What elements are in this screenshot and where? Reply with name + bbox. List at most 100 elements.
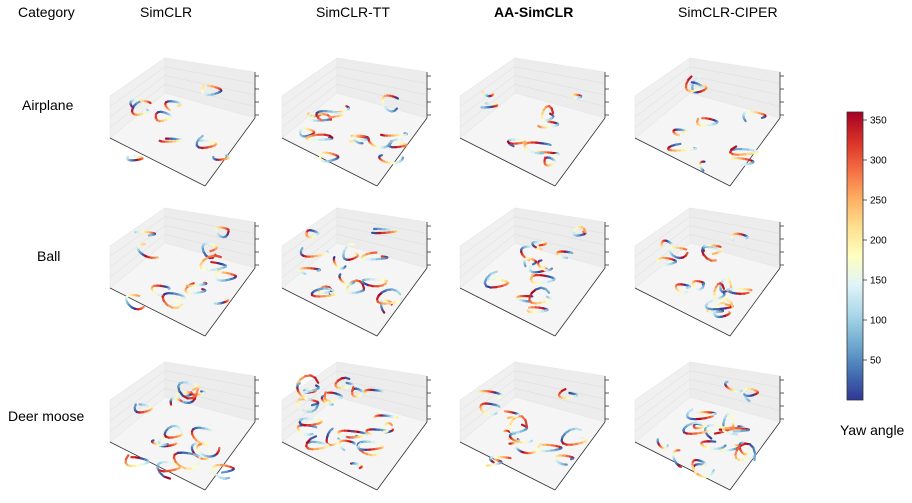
trajectory-curve (131, 100, 150, 116)
panel-airplane-simclr-ciper (634, 57, 784, 187)
trajectory-curve (572, 226, 587, 237)
method-header-simclr: SimCLR (140, 4, 193, 20)
trajectory-curve (713, 282, 726, 300)
trajectory-curve (325, 427, 342, 447)
trajectory-curve (342, 243, 359, 261)
trajectory-curve (722, 426, 750, 436)
trajectory-curve (387, 138, 408, 149)
trajectory-curve (691, 458, 707, 474)
colorbar-tick-label: 350 (870, 116, 887, 127)
trajectory-curve (305, 133, 334, 141)
trajectory-curve (134, 230, 157, 237)
trajectory-curve (656, 438, 669, 450)
trajectory-curve (540, 104, 555, 122)
trajectory-curve (158, 137, 183, 143)
trajectory-curve (729, 157, 755, 167)
trajectory-curve (360, 251, 389, 261)
trajectory-curve (480, 102, 499, 109)
panel-ball-simclr-ciper (634, 207, 784, 337)
trajectory-curve (150, 439, 169, 447)
trajectory-curve (682, 421, 709, 435)
trajectory-curve (672, 449, 683, 469)
trajectory-curve (537, 442, 563, 453)
trajectory-curve (350, 462, 363, 470)
row-label-ball: Ball (37, 248, 61, 264)
trajectory-curve (668, 246, 689, 260)
panel-airplane-aa-simclr (459, 57, 609, 187)
trajectory-curve (172, 451, 202, 470)
trajectory-curve (698, 160, 706, 172)
panel-airplane-simclr-tt (281, 57, 431, 187)
trajectory-curve (315, 109, 344, 122)
trajectory-curve (199, 254, 227, 272)
trajectory-curve (515, 295, 534, 303)
trajectory-curve (554, 454, 575, 466)
trajectory-curve (734, 442, 757, 462)
trajectory-curve (479, 402, 501, 417)
trajectory-curve (346, 430, 368, 439)
trajectory-curve (378, 154, 404, 165)
trajectory-curve (515, 444, 538, 455)
trajectory-curve (729, 145, 760, 156)
trajectory-curve (133, 403, 154, 414)
trajectory-curve (531, 240, 548, 249)
trajectory-curve (536, 259, 554, 272)
trajectory-curve (570, 93, 583, 100)
trajectory-curve (691, 280, 705, 291)
trajectory-curve (529, 273, 556, 285)
trajectory-curve (195, 134, 218, 150)
panel-ball-simclr (109, 207, 259, 337)
trajectory-curve (201, 83, 223, 97)
trajectory-curve (163, 424, 183, 439)
panel-deer-moose-simclr-tt (281, 361, 431, 491)
trajectory-curve (373, 414, 399, 419)
trajectory-curve (537, 120, 560, 129)
trajectory-curve (184, 282, 207, 295)
trajectory-curve (365, 428, 389, 435)
trajectory-curve (185, 281, 208, 287)
trajectory-curve (560, 427, 588, 446)
trajectory-curve (528, 286, 552, 305)
trajectory-curve (371, 227, 398, 235)
trajectory-curve (212, 154, 231, 161)
trajectory-curve (334, 376, 354, 389)
trajectory-curve (177, 381, 200, 400)
trajectory-curve (698, 411, 717, 416)
row-label-airplane: Airplane (22, 97, 74, 113)
trajectory-curve (483, 270, 510, 289)
trajectory-curve (319, 151, 340, 163)
colorbar-label: Yaw angle (840, 422, 905, 438)
trajectory-curve (543, 156, 557, 167)
trajectory-curve (523, 257, 538, 268)
trajectory-curve (213, 297, 230, 305)
trajectory-curve (674, 283, 691, 294)
trajectory-curve (125, 293, 145, 311)
panel-deer-moose-aa-simclr (459, 361, 609, 491)
trajectory-curve (215, 226, 230, 239)
trajectory-curve (742, 110, 767, 123)
trajectory-curve (478, 389, 503, 399)
trajectory-curve (506, 138, 527, 148)
colorbar-tick-label: 50 (870, 356, 882, 367)
panel-deer-moose-simclr-ciper (634, 361, 784, 491)
method-header-simclr-ciper: SimCLR-CIPER (678, 4, 778, 20)
trajectory-curve (150, 284, 171, 297)
trajectory-curve (672, 128, 688, 137)
colorbar-tick-label: 100 (870, 316, 887, 327)
method-header-aa-simclr: AA-SimCLR (494, 4, 574, 20)
trajectory-curve (299, 247, 329, 258)
trajectory-curve (124, 454, 150, 468)
trajectory-curve (332, 256, 347, 270)
trajectory-curve (363, 388, 384, 397)
trajectory-curve (195, 443, 221, 458)
panel-deer-moose-simclr (109, 361, 259, 491)
colorbar-tick-label: 250 (870, 196, 887, 207)
trajectory-curve (660, 239, 674, 249)
trajectory-curve (695, 117, 719, 128)
trajectory-curve (503, 410, 520, 420)
trajectory-curve (724, 380, 743, 393)
panel-airplane-simclr (109, 57, 259, 187)
category-header: Category (18, 4, 75, 20)
trajectory-curve (352, 134, 370, 145)
